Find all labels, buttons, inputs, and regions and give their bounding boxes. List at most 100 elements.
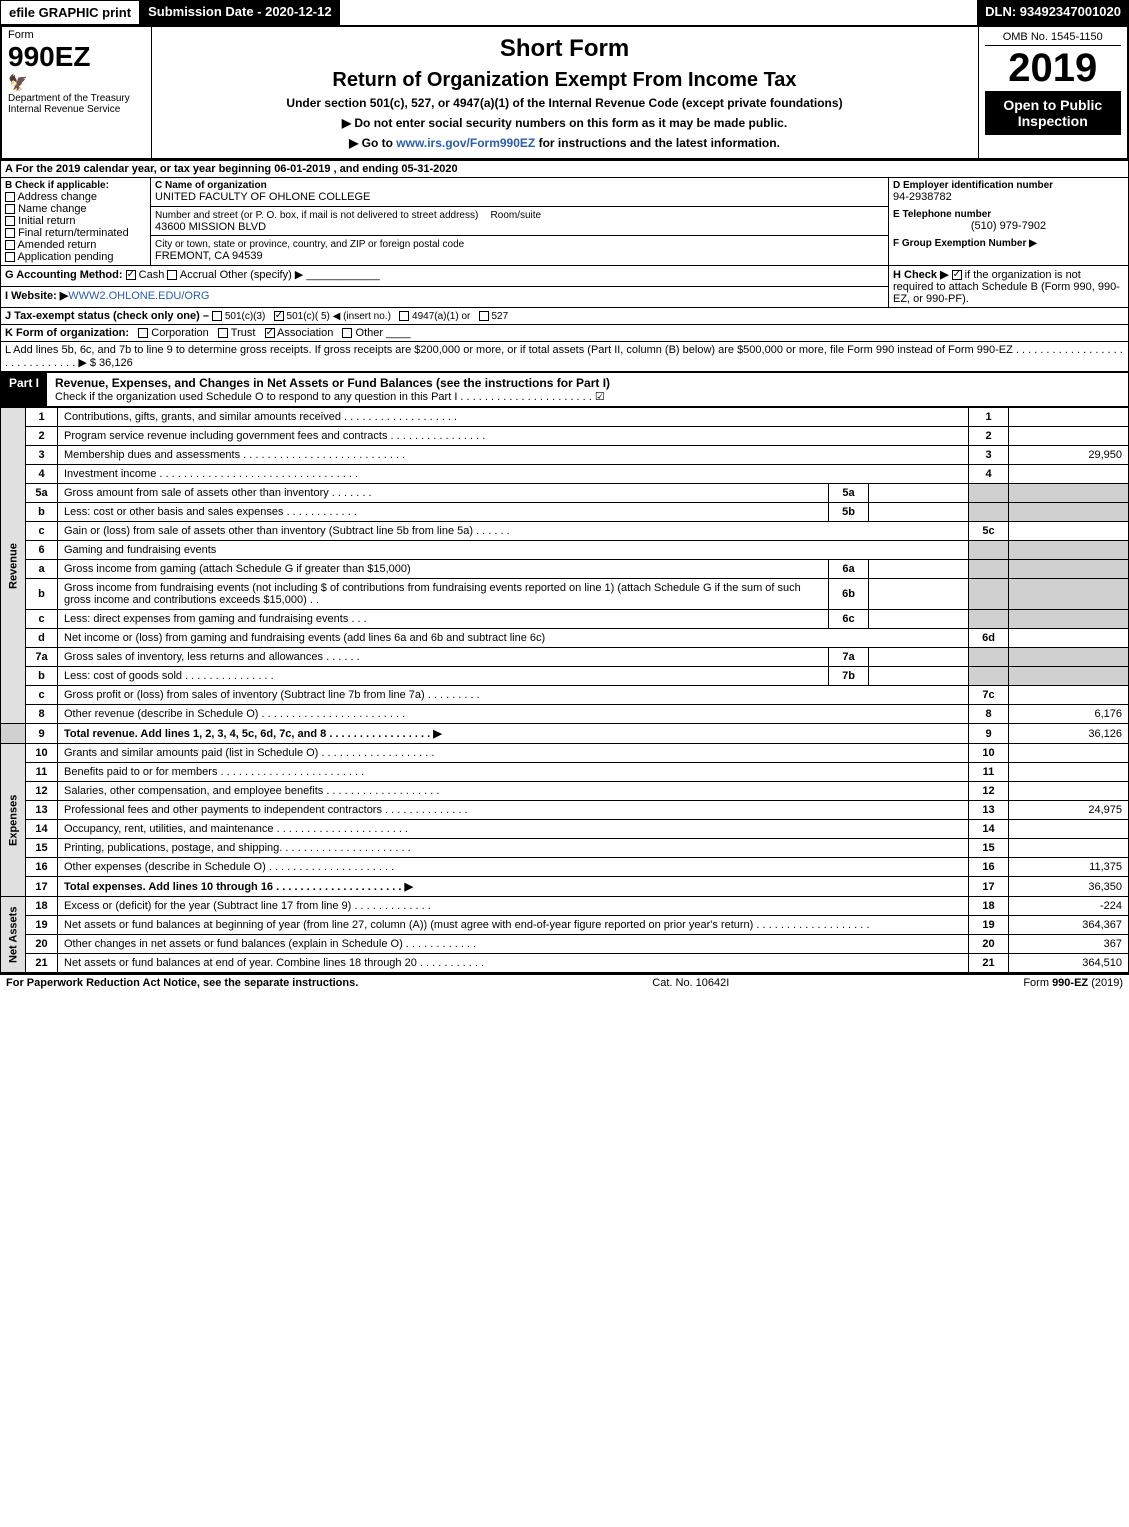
omb-number: OMB No. 1545-1150 [985, 29, 1122, 46]
goto-notice: ▶ Go to www.irs.gov/Form990EZ for instru… [158, 136, 972, 150]
line-amount: 36,350 [1009, 877, 1129, 897]
line-num: 4 [26, 465, 58, 484]
sub-ref: 7a [829, 648, 869, 667]
line-num: 9 [26, 724, 58, 744]
line-num: c [26, 522, 58, 541]
addr-change-check[interactable]: Address change [5, 191, 146, 203]
dept-treasury: Department of the Treasury [8, 93, 145, 104]
shade-cell [1009, 484, 1129, 503]
under-section: Under section 501(c), 527, or 4947(a)(1)… [158, 96, 972, 110]
form-header: Form 990EZ 🦅 Department of the Treasury … [0, 25, 1129, 160]
box-j: J Tax-exempt status (check only one) – 5… [1, 308, 1129, 325]
line-num: b [26, 579, 58, 610]
line-num: 20 [26, 935, 58, 954]
top-bar: efile GRAPHIC print Submission Date - 20… [0, 0, 1129, 25]
shade-cell [969, 503, 1009, 522]
line-amount [1009, 465, 1129, 484]
box-i: I Website: ▶WWW2.OHLONE.EDU/ORG [1, 287, 889, 308]
line-desc: Gross amount from sale of assets other t… [58, 484, 829, 503]
accrual-check[interactable] [167, 270, 177, 280]
line-ref: 19 [969, 916, 1009, 935]
sub-ref: 6a [829, 560, 869, 579]
shade-cell [1009, 541, 1129, 560]
footer-mid: Cat. No. 10642I [652, 977, 729, 989]
revenue-side-label: Revenue [1, 408, 26, 724]
line-desc: Membership dues and assessments . . . . … [58, 446, 969, 465]
page-footer: For Paperwork Reduction Act Notice, see … [0, 973, 1129, 991]
line-ref: 17 [969, 877, 1009, 897]
line-desc: Less: cost or other basis and sales expe… [58, 503, 829, 522]
box-h: H Check ▶ if the organization is not req… [889, 266, 1129, 308]
part1-label: Part I [1, 373, 47, 406]
line-num: 5a [26, 484, 58, 503]
line-ref: 20 [969, 935, 1009, 954]
line-desc: Gross income from gaming (attach Schedul… [58, 560, 829, 579]
line-desc: Other changes in net assets or fund bala… [58, 935, 969, 954]
shade-cell [1009, 610, 1129, 629]
line-num: 14 [26, 820, 58, 839]
line-desc: Other revenue (describe in Schedule O) .… [58, 705, 969, 724]
shade-cell [1009, 667, 1129, 686]
line-amount [1009, 763, 1129, 782]
line-amount: 36,126 [1009, 724, 1129, 744]
line-amount: 24,975 [1009, 801, 1129, 820]
efile-print-button[interactable]: efile GRAPHIC print [0, 0, 140, 25]
line-num: 16 [26, 858, 58, 877]
final-return-check[interactable]: Final return/terminated [5, 227, 146, 239]
box-l: L Add lines 5b, 6c, and 7b to line 9 to … [1, 342, 1129, 372]
line-num: 11 [26, 763, 58, 782]
line-ref: 3 [969, 446, 1009, 465]
sub-amount [869, 484, 969, 503]
line-ref: 9 [969, 724, 1009, 744]
cash-check[interactable] [126, 270, 136, 280]
amended-return-check[interactable]: Amended return [5, 239, 146, 251]
name-change-check[interactable]: Name change [5, 203, 146, 215]
line-desc: Contributions, gifts, grants, and simila… [58, 408, 969, 427]
box-c-name: C Name of organization UNITED FACULTY OF… [151, 178, 889, 207]
box-c-addr: Number and street (or P. O. box, if mail… [151, 206, 889, 236]
submission-date-button[interactable]: Submission Date - 2020-12-12 [140, 0, 340, 25]
line-num: 6 [26, 541, 58, 560]
line-num: d [26, 629, 58, 648]
sched-b-check[interactable] [952, 270, 962, 280]
line-num: 7a [26, 648, 58, 667]
box-b: B Check if applicable: Address change Na… [1, 178, 151, 266]
sub-ref: 6b [829, 579, 869, 610]
line-amount [1009, 686, 1129, 705]
form-number: 990EZ [8, 41, 145, 73]
expenses-side-label: Expenses [1, 744, 26, 897]
line-ref: 21 [969, 954, 1009, 973]
revenue-table: Revenue 1 Contributions, gifts, grants, … [0, 407, 1129, 973]
website-link[interactable]: WWW2.OHLONE.EDU/ORG [68, 290, 209, 302]
initial-return-check[interactable]: Initial return [5, 215, 146, 227]
app-pending-check[interactable]: Application pending [5, 251, 146, 263]
line-num: b [26, 667, 58, 686]
line-ref: 15 [969, 839, 1009, 858]
line-desc: Benefits paid to or for members . . . . … [58, 763, 969, 782]
footer-left: For Paperwork Reduction Act Notice, see … [6, 977, 358, 989]
line-amount: 6,176 [1009, 705, 1129, 724]
line-num: a [26, 560, 58, 579]
box-f-label: F Group Exemption Number ▶ [893, 238, 1124, 249]
line-num: 13 [26, 801, 58, 820]
line-desc: Less: cost of goods sold . . . . . . . .… [58, 667, 829, 686]
box-d-label: D Employer identification number [893, 180, 1124, 191]
line-amount [1009, 820, 1129, 839]
shade-cell [1009, 503, 1129, 522]
irs-link[interactable]: www.irs.gov/Form990EZ [396, 136, 535, 150]
form-subtitle: Return of Organization Exempt From Incom… [158, 69, 972, 92]
period-row: A For the 2019 calendar year, or tax yea… [1, 161, 1129, 178]
line-desc: Excess or (deficit) for the year (Subtra… [58, 897, 969, 916]
line-desc: Total revenue. Add lines 1, 2, 3, 4, 5c,… [58, 724, 969, 744]
form-title: Short Form [158, 35, 972, 63]
line-ref: 7c [969, 686, 1009, 705]
line-desc: Gross income from fundraising events (no… [58, 579, 829, 610]
line-desc: Net income or (loss) from gaming and fun… [58, 629, 969, 648]
phone-value: (510) 979-7902 [893, 220, 1124, 232]
box-k: K Form of organization: Corporation Trus… [1, 325, 1129, 342]
line-num: 19 [26, 916, 58, 935]
line-ref: 6d [969, 629, 1009, 648]
sub-amount [869, 667, 969, 686]
shade-cell [969, 648, 1009, 667]
shade-cell [969, 610, 1009, 629]
